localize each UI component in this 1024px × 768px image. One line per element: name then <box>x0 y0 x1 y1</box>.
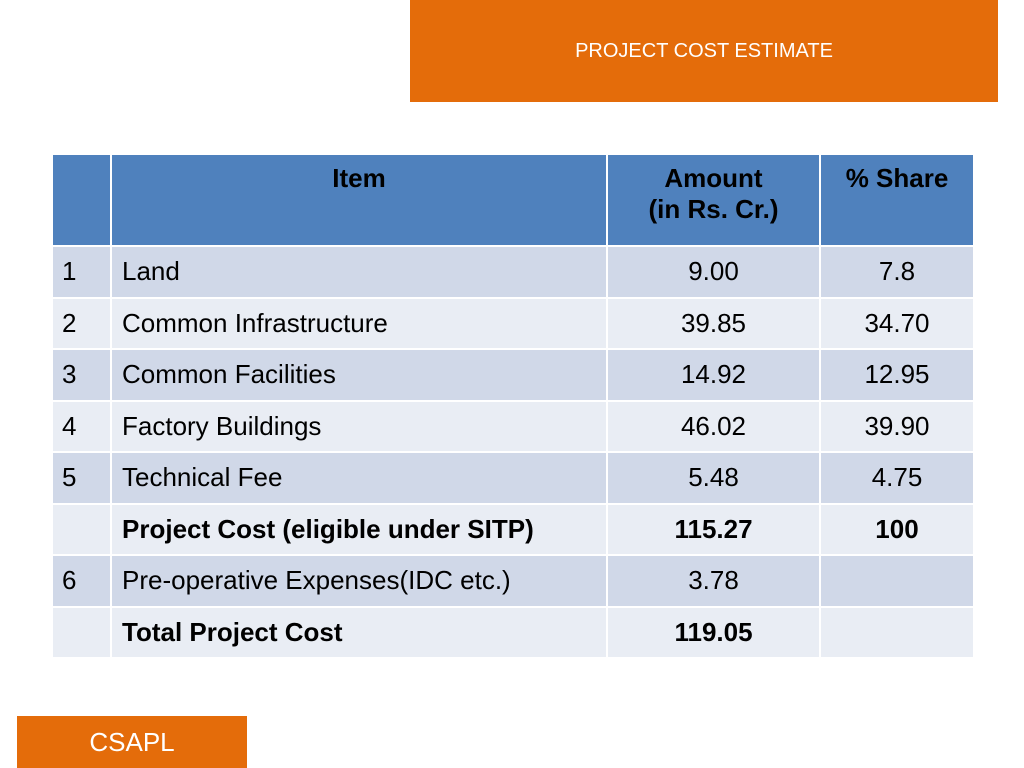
row-number: 6 <box>51 554 112 608</box>
slide-title: PROJECT COST ESTIMATE <box>410 0 998 102</box>
row-amount: 9.00 <box>606 245 821 299</box>
header-amount-line1: Amount <box>664 163 763 193</box>
row-share: 7.8 <box>819 245 975 299</box>
row-share: 12.95 <box>819 348 975 402</box>
header-serial-number <box>51 153 112 247</box>
row-item: Factory Buildings <box>110 399 608 453</box>
row-item: Common Facilities <box>110 348 608 402</box>
row-amount: 115.27 <box>606 502 821 556</box>
slide-title-text: PROJECT COST ESTIMATE <box>575 40 833 62</box>
table-row: 5 Technical Fee 5.48 4.75 <box>51 451 975 505</box>
table-row: 2 Common Infrastructure 39.85 34.70 <box>51 296 975 350</box>
total-row: Total Project Cost 119.05 <box>51 605 975 659</box>
row-number: 5 <box>51 451 112 505</box>
row-amount: 3.78 <box>606 554 821 608</box>
project-cost-table: Item Amount (in Rs. Cr.) % Share 1 Land … <box>51 153 975 659</box>
row-share: 34.70 <box>819 296 975 350</box>
row-share: 100 <box>819 502 975 556</box>
row-number: 3 <box>51 348 112 402</box>
table-header-row: Item Amount (in Rs. Cr.) % Share <box>51 153 975 247</box>
row-number: 1 <box>51 245 112 299</box>
row-share <box>819 554 975 608</box>
footer-label: CSAPL <box>17 716 247 768</box>
row-amount: 5.48 <box>606 451 821 505</box>
row-amount: 39.85 <box>606 296 821 350</box>
table-row: 3 Common Facilities 14.92 12.95 <box>51 348 975 402</box>
table-row: 4 Factory Buildings 46.02 39.90 <box>51 399 975 453</box>
table-row: 6 Pre-operative Expenses(IDC etc.) 3.78 <box>51 554 975 608</box>
header-item: Item <box>110 153 608 247</box>
row-number <box>51 502 112 556</box>
row-item: Technical Fee <box>110 451 608 505</box>
row-amount: 14.92 <box>606 348 821 402</box>
row-amount: 119.05 <box>606 605 821 659</box>
row-item: Project Cost (eligible under SITP) <box>110 502 608 556</box>
row-item: Total Project Cost <box>110 605 608 659</box>
footer-label-text: CSAPL <box>89 726 175 757</box>
table-row: 1 Land 9.00 7.8 <box>51 245 975 299</box>
row-item: Common Infrastructure <box>110 296 608 350</box>
row-share: 4.75 <box>819 451 975 505</box>
row-number <box>51 605 112 659</box>
row-share: 39.90 <box>819 399 975 453</box>
row-item: Land <box>110 245 608 299</box>
row-number: 4 <box>51 399 112 453</box>
row-number: 2 <box>51 296 112 350</box>
row-item: Pre-operative Expenses(IDC etc.) <box>110 554 608 608</box>
header-amount: Amount (in Rs. Cr.) <box>606 153 821 247</box>
subtotal-row: Project Cost (eligible under SITP) 115.2… <box>51 502 975 556</box>
row-amount: 46.02 <box>606 399 821 453</box>
header-share: % Share <box>819 153 975 247</box>
header-amount-line2: (in Rs. Cr.) <box>648 194 779 225</box>
row-share <box>819 605 975 659</box>
